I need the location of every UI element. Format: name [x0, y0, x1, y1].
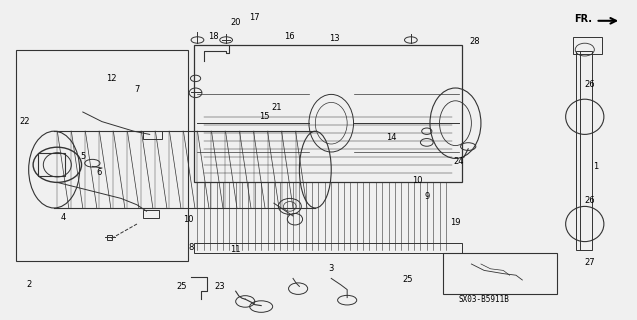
Bar: [576, 51, 592, 250]
Text: 17: 17: [250, 13, 260, 22]
Bar: [16, 50, 188, 261]
Text: 4: 4: [61, 213, 66, 222]
Bar: [573, 37, 602, 54]
Text: 13: 13: [329, 34, 340, 43]
Text: 23: 23: [215, 282, 225, 291]
Text: 6: 6: [96, 168, 101, 177]
Text: 25: 25: [403, 276, 413, 284]
Text: 25: 25: [176, 282, 187, 291]
Text: 5: 5: [80, 152, 85, 161]
Text: FR.: FR.: [575, 14, 592, 24]
Text: 2: 2: [26, 280, 31, 289]
Bar: [107, 235, 112, 240]
Text: 8: 8: [189, 244, 194, 252]
Text: 11: 11: [231, 245, 241, 254]
Text: 26: 26: [584, 80, 594, 89]
Text: 22: 22: [19, 117, 29, 126]
Text: 12: 12: [106, 74, 117, 83]
Text: 21: 21: [272, 103, 282, 112]
Text: 7: 7: [134, 85, 140, 94]
Bar: [194, 243, 462, 253]
Text: SX03-B5911B: SX03-B5911B: [459, 295, 510, 304]
Text: 24: 24: [454, 157, 464, 166]
Text: 10: 10: [183, 215, 193, 224]
Bar: [443, 253, 557, 294]
Text: 20: 20: [231, 18, 241, 27]
Text: 26: 26: [584, 196, 594, 204]
Text: 3: 3: [329, 264, 334, 273]
Text: 1: 1: [593, 162, 598, 171]
Text: 9: 9: [424, 192, 429, 201]
Text: 16: 16: [285, 32, 295, 41]
Bar: [194, 45, 462, 182]
Bar: [38, 153, 65, 176]
Bar: [143, 131, 162, 139]
Text: 28: 28: [469, 37, 480, 46]
Text: 10: 10: [412, 176, 422, 185]
Text: 14: 14: [387, 133, 397, 142]
Text: 19: 19: [450, 218, 461, 227]
Bar: [143, 210, 159, 218]
Text: 15: 15: [259, 112, 269, 121]
Text: 27: 27: [584, 258, 594, 267]
Text: 18: 18: [208, 32, 218, 41]
